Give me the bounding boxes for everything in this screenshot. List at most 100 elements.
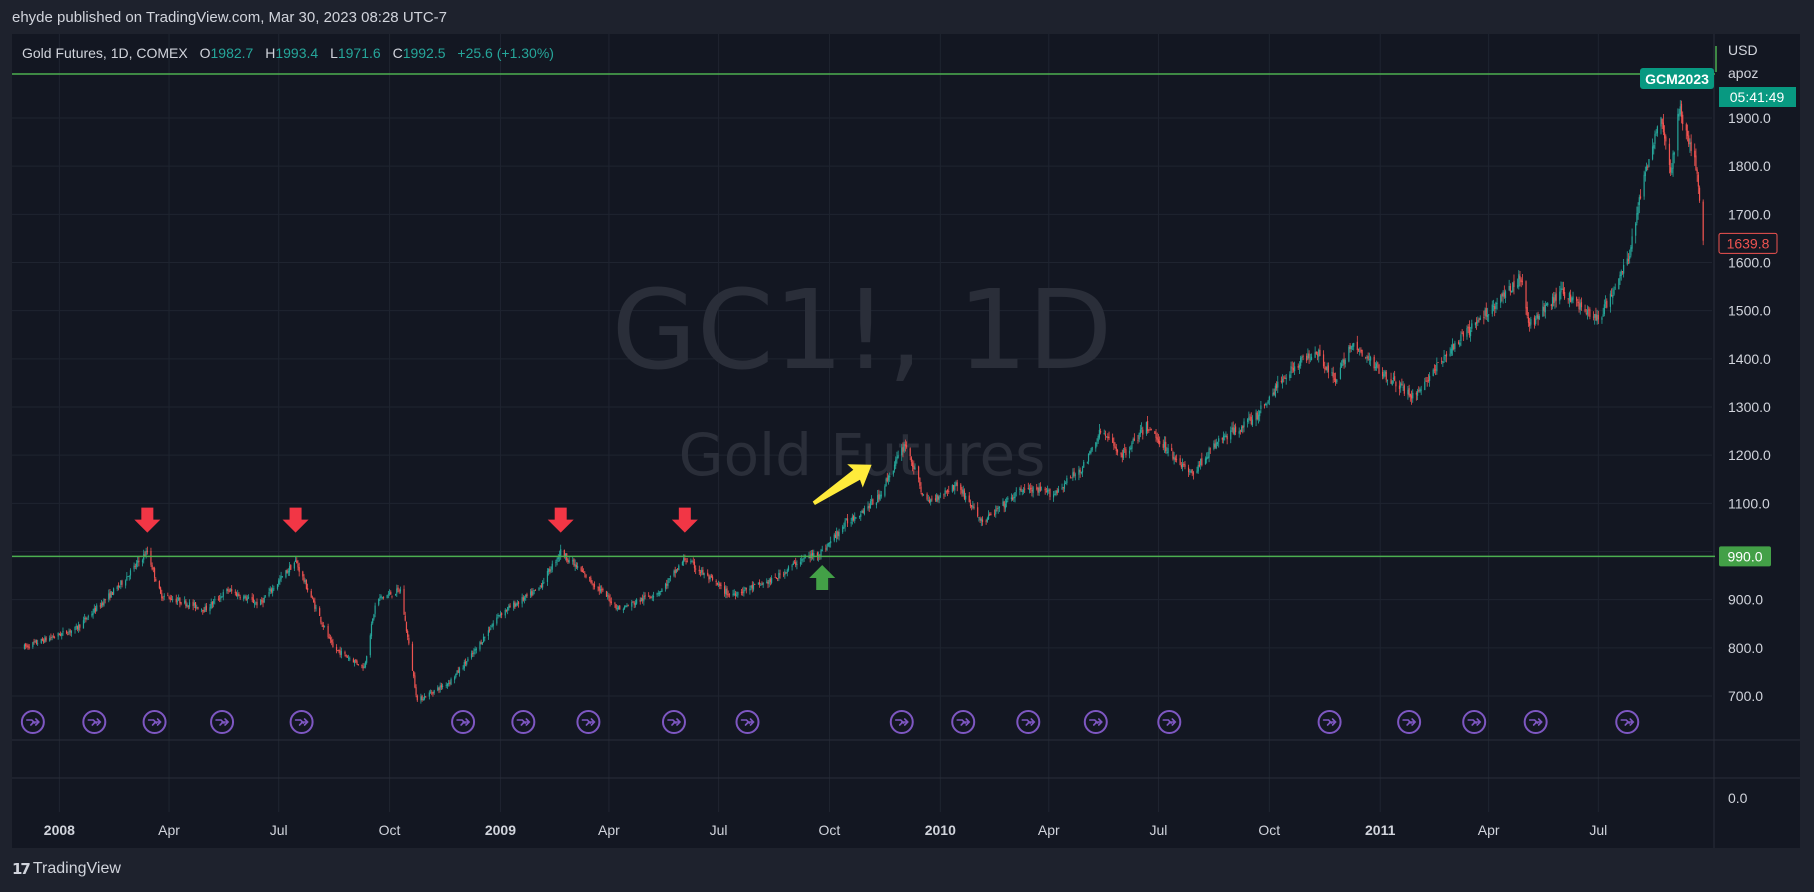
candle — [1349, 342, 1351, 353]
candle — [1078, 465, 1080, 481]
candle — [1339, 362, 1342, 380]
candle — [1412, 389, 1414, 403]
candle — [1449, 347, 1451, 357]
candle — [1578, 296, 1580, 313]
candle — [1502, 290, 1504, 304]
candle — [337, 649, 339, 652]
candle — [1585, 309, 1587, 316]
candle — [239, 594, 241, 601]
candle — [217, 595, 220, 601]
price-axis: 1900.0 1800.0 1700.0 1600.0 1500.0 1400.0 1300… — [1728, 110, 1771, 806]
candle — [387, 590, 389, 599]
candle — [268, 587, 270, 598]
candle — [1543, 303, 1545, 317]
contract-badge: GCM2023 — [1640, 68, 1714, 89]
x-tick-label: Oct — [819, 822, 841, 838]
candle — [745, 587, 747, 594]
candle — [1501, 292, 1503, 302]
candle — [1091, 446, 1093, 452]
candle — [695, 565, 697, 575]
candle — [1520, 277, 1522, 288]
candle — [479, 640, 481, 652]
candle — [525, 594, 527, 601]
candle — [33, 638, 35, 645]
candle — [820, 548, 822, 560]
candle — [112, 587, 115, 596]
candle — [235, 591, 238, 597]
candle — [508, 603, 510, 611]
candle — [1459, 339, 1461, 348]
candle — [1554, 291, 1556, 309]
candle — [1373, 354, 1375, 371]
candle — [1030, 483, 1032, 493]
candle — [372, 618, 374, 625]
candle — [1300, 355, 1302, 369]
candle — [693, 558, 696, 573]
candle — [1403, 383, 1405, 397]
candle — [1519, 271, 1521, 287]
candle — [472, 650, 474, 658]
candle — [50, 633, 52, 641]
candle — [589, 576, 591, 582]
candle — [76, 625, 79, 632]
candle — [1385, 370, 1387, 383]
candle — [1100, 428, 1102, 435]
candle — [639, 597, 641, 605]
candle — [188, 599, 191, 609]
event-marker-icon — [142, 710, 167, 734]
candle — [1121, 449, 1123, 463]
candle — [438, 686, 440, 694]
candle — [319, 606, 321, 617]
candle — [155, 577, 157, 582]
candle — [1277, 375, 1279, 394]
candle — [399, 586, 402, 594]
candle — [433, 689, 435, 695]
candle — [355, 658, 357, 664]
candle — [681, 560, 684, 566]
candle — [455, 673, 457, 679]
candle — [1516, 278, 1519, 289]
candle — [1344, 358, 1346, 368]
candle — [1006, 497, 1008, 508]
candle — [184, 596, 186, 605]
footer-brand[interactable]: 𝟭𝟳 TradingView — [12, 860, 121, 878]
candle — [1046, 485, 1049, 496]
candle — [1436, 357, 1438, 375]
candle — [529, 588, 532, 598]
candle — [51, 635, 53, 641]
candle — [676, 568, 679, 572]
candle — [1444, 354, 1446, 362]
candle — [1238, 427, 1240, 438]
y-tick-label: 1800.0 — [1728, 158, 1771, 174]
candle — [640, 597, 643, 602]
candle — [1204, 456, 1207, 465]
candle — [1672, 150, 1674, 177]
candle — [1601, 316, 1603, 324]
candle — [185, 599, 187, 609]
candle — [150, 547, 152, 567]
candle — [1654, 130, 1656, 150]
candle — [585, 574, 587, 579]
candle — [1218, 435, 1220, 448]
candle — [1206, 452, 1208, 464]
candle — [1247, 418, 1249, 428]
x-tick-label: 2010 — [925, 822, 956, 838]
candle — [1521, 273, 1524, 286]
candle — [771, 575, 773, 585]
candle — [1621, 270, 1624, 275]
candle — [1189, 468, 1191, 476]
candle — [331, 636, 333, 646]
candle — [1365, 356, 1367, 360]
candle — [985, 519, 987, 525]
candle — [32, 641, 34, 649]
candle — [253, 599, 256, 608]
candle — [255, 601, 257, 606]
event-marker-icon — [1317, 710, 1342, 734]
candle — [905, 441, 908, 449]
candle — [1504, 289, 1507, 303]
candle — [572, 556, 574, 565]
candle — [1425, 376, 1427, 382]
candle — [1086, 461, 1088, 464]
candle — [651, 594, 653, 601]
